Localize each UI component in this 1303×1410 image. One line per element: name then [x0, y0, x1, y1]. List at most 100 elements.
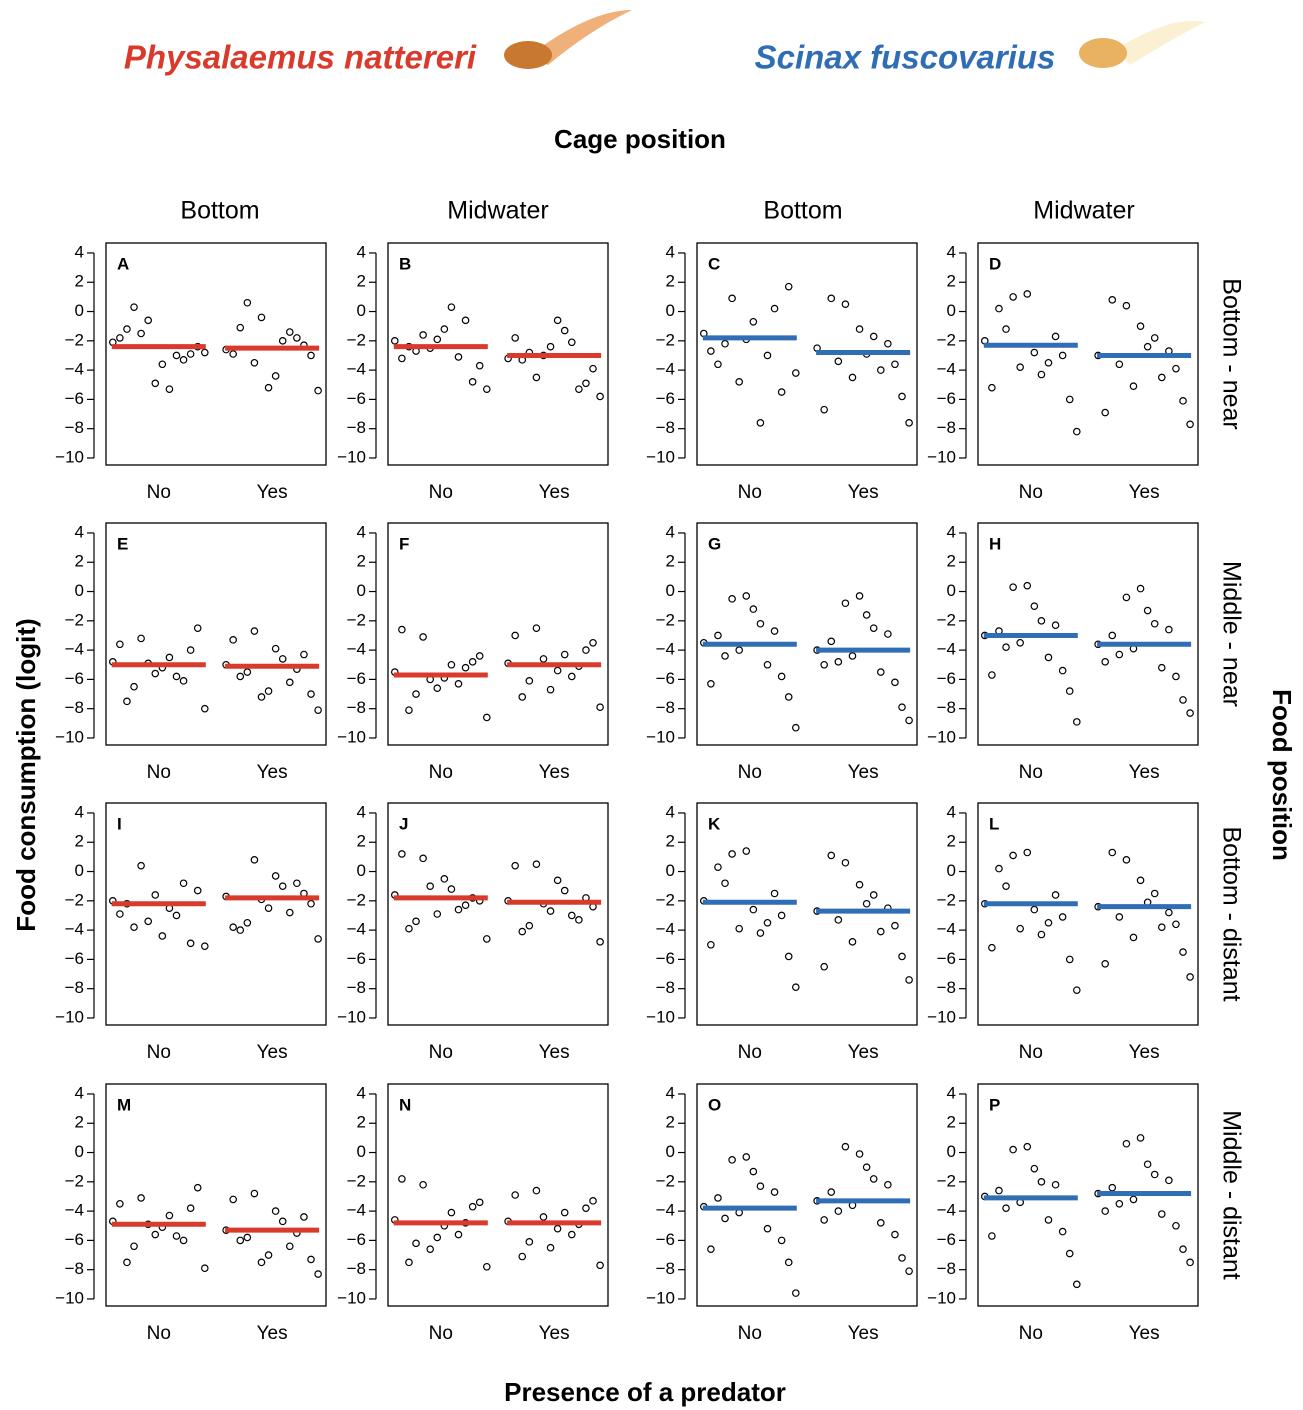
y-tick-label: −6 — [347, 389, 366, 408]
panel-frame — [977, 242, 1199, 466]
data-point — [1129, 933, 1138, 942]
data-point — [995, 304, 1003, 313]
data-point — [1030, 348, 1039, 357]
data-point — [1037, 1178, 1046, 1186]
data-point — [229, 636, 237, 644]
data-point — [1002, 643, 1010, 651]
y-tick-label: −4 — [347, 920, 366, 939]
y-tick-label: −2 — [347, 890, 366, 909]
y-tick-label: −2 — [937, 610, 956, 629]
y-tick-label: 2 — [947, 272, 956, 291]
y-tick-label: 2 — [75, 1113, 84, 1132]
y-tick-label: −6 — [937, 389, 956, 408]
data-point — [1150, 1170, 1159, 1179]
data-point — [848, 373, 857, 382]
y-tick-label: 0 — [666, 861, 675, 880]
data-point — [876, 927, 885, 936]
data-point — [532, 1186, 541, 1195]
data-point — [777, 911, 786, 920]
panel-frame — [387, 242, 609, 466]
data-point — [721, 879, 729, 888]
data-point — [1065, 1249, 1074, 1258]
y-tick-label: −8 — [656, 698, 675, 717]
x-tick-label: No — [738, 762, 762, 783]
data-point — [271, 1207, 280, 1215]
y-tick-label: 2 — [75, 272, 84, 291]
data-point — [314, 706, 322, 714]
data-point — [869, 332, 878, 341]
x-tick-label: No — [429, 1323, 453, 1344]
y-tick-label: −8 — [347, 1259, 366, 1278]
x-tick-label: No — [429, 482, 453, 503]
data-point — [862, 899, 871, 908]
y-tick-label: −8 — [937, 1259, 956, 1278]
data-point — [186, 350, 195, 358]
data-point — [1179, 696, 1187, 704]
row-header: Bottom - distant — [1217, 826, 1245, 1001]
data-point — [567, 672, 576, 681]
data-point — [1157, 923, 1166, 931]
y-tick-label: −6 — [937, 669, 956, 688]
data-point — [714, 863, 722, 871]
data-point — [285, 908, 294, 917]
data-point — [1058, 913, 1067, 921]
data-point — [390, 337, 399, 345]
data-point — [130, 303, 138, 311]
y-tick-label: −8 — [347, 978, 366, 997]
data-point — [756, 419, 765, 427]
panel-label: A — [117, 254, 129, 273]
data-point — [285, 678, 294, 687]
data-point — [201, 348, 209, 357]
data-point — [1044, 653, 1053, 662]
data-point — [229, 923, 237, 931]
data-point — [841, 300, 850, 309]
data-point — [728, 294, 736, 303]
data-point — [855, 325, 864, 333]
data-point — [1002, 882, 1010, 890]
y-tick-label: −6 — [656, 669, 675, 688]
y-tick-label: 0 — [666, 1142, 675, 1161]
data-point — [433, 910, 442, 918]
y-tick-label: −10 — [337, 447, 366, 466]
panel-label: C — [708, 254, 720, 273]
data-point — [784, 1258, 793, 1267]
y-tick-label: −8 — [65, 418, 84, 437]
data-point — [475, 652, 484, 660]
y-tick-label: 4 — [75, 522, 84, 541]
data-point — [307, 1255, 315, 1264]
data-point — [1030, 905, 1039, 914]
x-tick-label: Yes — [848, 482, 879, 503]
data-point — [271, 872, 280, 880]
y-tick-label: −6 — [65, 949, 84, 968]
data-point — [546, 342, 555, 351]
data-point — [1179, 1245, 1187, 1253]
y-tick-label: −2 — [65, 610, 84, 629]
data-point — [116, 910, 124, 918]
data-point — [264, 687, 273, 695]
data-point — [728, 1156, 736, 1164]
data-point — [314, 935, 322, 943]
data-point — [1023, 581, 1032, 590]
data-point — [137, 1194, 145, 1202]
y-tick-label: −10 — [337, 1007, 366, 1026]
data-point — [144, 917, 152, 926]
data-point — [137, 861, 145, 870]
data-point — [1186, 1258, 1194, 1267]
y-tick-label: −2 — [656, 330, 675, 349]
y-tick-label: −8 — [656, 1259, 675, 1278]
data-point — [714, 360, 722, 369]
data-point — [412, 917, 420, 926]
data-point — [898, 703, 906, 712]
data-point — [447, 303, 456, 311]
data-point — [1016, 363, 1024, 371]
data-point — [179, 356, 188, 364]
x-tick-label: Yes — [257, 482, 288, 503]
y-tick-label: −6 — [656, 1230, 675, 1249]
data-point — [1136, 584, 1145, 593]
y-tick-label: −4 — [937, 360, 956, 379]
data-point — [834, 916, 843, 924]
data-point — [433, 335, 442, 344]
y-tick-label: 0 — [666, 301, 675, 320]
data-point — [827, 851, 836, 860]
y-tick-label: −10 — [927, 1288, 956, 1307]
